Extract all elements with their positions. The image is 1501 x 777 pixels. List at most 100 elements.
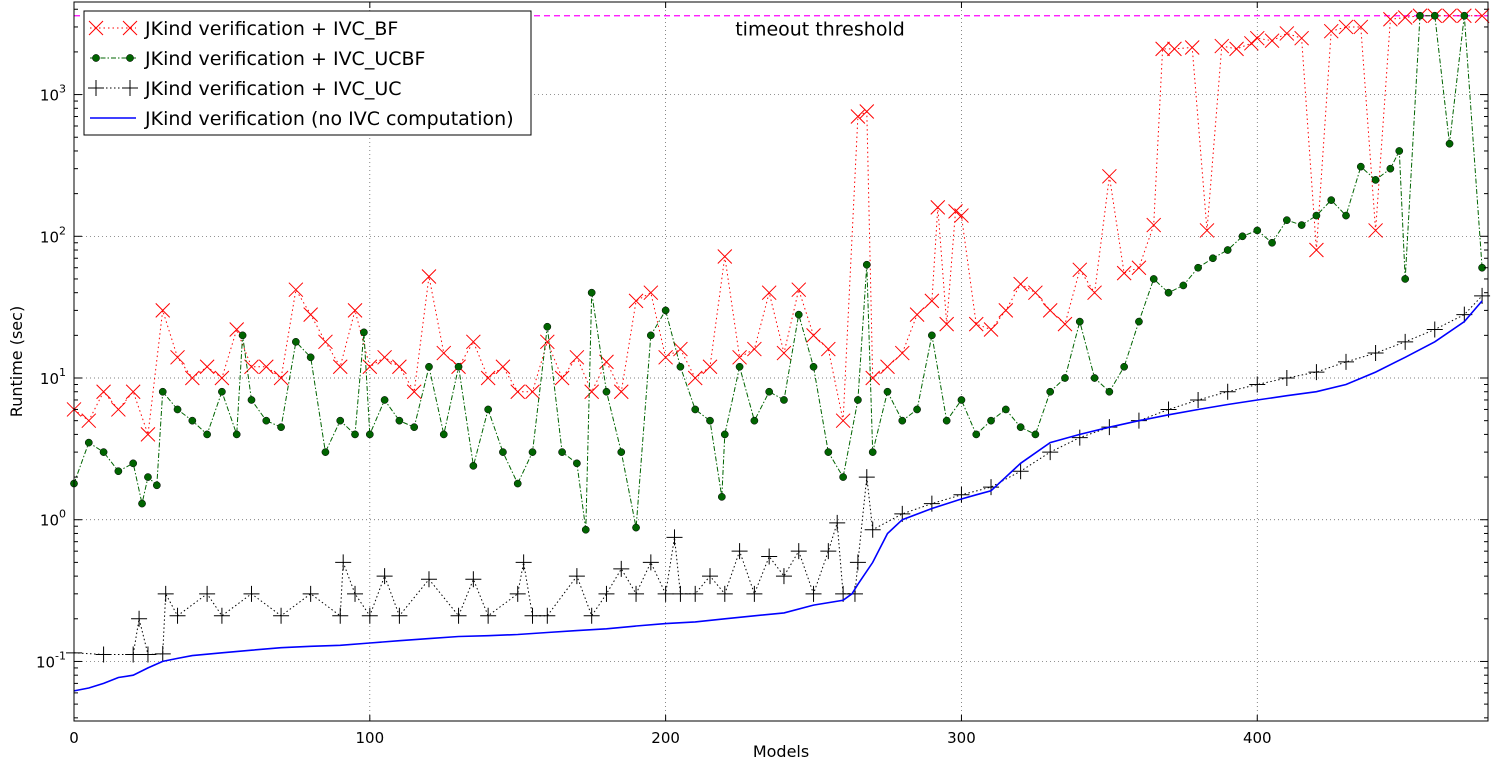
series-point	[735, 362, 744, 371]
series-point	[515, 554, 532, 571]
series-point	[376, 568, 393, 585]
series-point	[1001, 405, 1010, 414]
series-point	[968, 316, 984, 332]
series-point	[1249, 30, 1265, 46]
timeout-label: timeout threshold	[735, 19, 905, 41]
series-point	[1229, 41, 1244, 57]
series-point	[998, 303, 1014, 318]
series-point	[1135, 317, 1143, 326]
series-point	[154, 645, 171, 662]
series-point	[173, 405, 182, 414]
series-point	[613, 384, 629, 400]
series-point	[218, 387, 226, 396]
series-point	[351, 430, 359, 439]
series-point	[661, 306, 670, 315]
series-point	[1102, 168, 1117, 184]
series-point	[273, 370, 289, 386]
series-point	[587, 288, 596, 297]
series-point	[238, 331, 247, 340]
series-point	[1155, 41, 1170, 57]
series-point	[243, 585, 260, 602]
series-point	[421, 269, 437, 284]
series-point	[687, 370, 703, 386]
legend-marker	[122, 80, 138, 96]
series-line	[73, 300, 1483, 692]
series-point	[1397, 333, 1414, 350]
series-point	[954, 208, 969, 223]
series-point	[568, 568, 585, 585]
series-point	[628, 585, 645, 602]
series-point	[909, 307, 925, 322]
series-point	[1090, 374, 1099, 382]
series-point	[676, 362, 685, 371]
series-point	[125, 384, 141, 400]
series-point	[158, 387, 167, 396]
series-point	[525, 384, 540, 400]
series-point	[1279, 26, 1295, 41]
series-point	[930, 200, 946, 215]
series-point	[849, 554, 866, 571]
series-point	[395, 416, 404, 425]
series-point	[673, 341, 688, 357]
series-point	[111, 402, 126, 417]
series-point	[214, 370, 230, 386]
series-point	[642, 554, 659, 571]
y-axis-label: Runtime (sec)	[7, 306, 26, 417]
series-point	[747, 341, 762, 357]
series-point	[794, 310, 803, 319]
series-point	[1214, 38, 1230, 54]
series-point	[1179, 281, 1188, 290]
axes: 0 100 200 300 400 10-1 100 101 102 103	[36, 2, 1488, 747]
series-point	[643, 285, 659, 301]
series-point	[691, 405, 700, 414]
series-point	[948, 203, 963, 219]
series-point	[420, 571, 437, 588]
series-point	[1309, 242, 1324, 258]
series-point	[750, 416, 759, 425]
series-point	[1264, 33, 1280, 49]
series-point	[854, 396, 862, 404]
series-point	[584, 384, 600, 400]
series-point	[1072, 262, 1088, 278]
series-point	[746, 585, 763, 602]
series-point	[687, 585, 704, 602]
series-point	[377, 349, 392, 365]
legend-marker	[122, 20, 138, 36]
series-point	[84, 438, 93, 447]
x-tick-label: 100	[355, 729, 384, 747]
series-point	[983, 479, 1000, 496]
x-axis-label: Models	[753, 742, 809, 761]
series-point	[436, 345, 452, 361]
series-point	[140, 427, 156, 442]
series-line	[73, 15, 1483, 435]
series-point	[820, 341, 836, 357]
series-point	[702, 568, 719, 585]
series-point	[1131, 260, 1147, 276]
series-point	[1430, 11, 1439, 20]
series-point	[513, 479, 522, 488]
series-point	[569, 349, 585, 365]
series-point	[1087, 285, 1102, 301]
series-point	[1249, 376, 1266, 393]
series-point	[244, 359, 259, 375]
series-point	[1184, 40, 1200, 55]
series-point	[765, 387, 774, 396]
series-point	[983, 322, 999, 337]
series-point	[125, 646, 142, 663]
series-point	[868, 448, 877, 456]
series-point	[913, 405, 921, 414]
series-point	[790, 543, 807, 560]
series-point	[247, 396, 256, 404]
series-point	[1012, 463, 1029, 480]
series-point	[1031, 430, 1040, 439]
series-point	[672, 585, 689, 602]
series-point	[1327, 196, 1336, 204]
series-point	[805, 585, 822, 602]
series-point	[780, 396, 788, 404]
series-point	[539, 334, 555, 350]
series-point	[1146, 217, 1162, 233]
series-point	[1294, 30, 1309, 46]
series-point	[406, 384, 422, 400]
series-point	[602, 387, 611, 396]
series-point	[1401, 275, 1410, 283]
